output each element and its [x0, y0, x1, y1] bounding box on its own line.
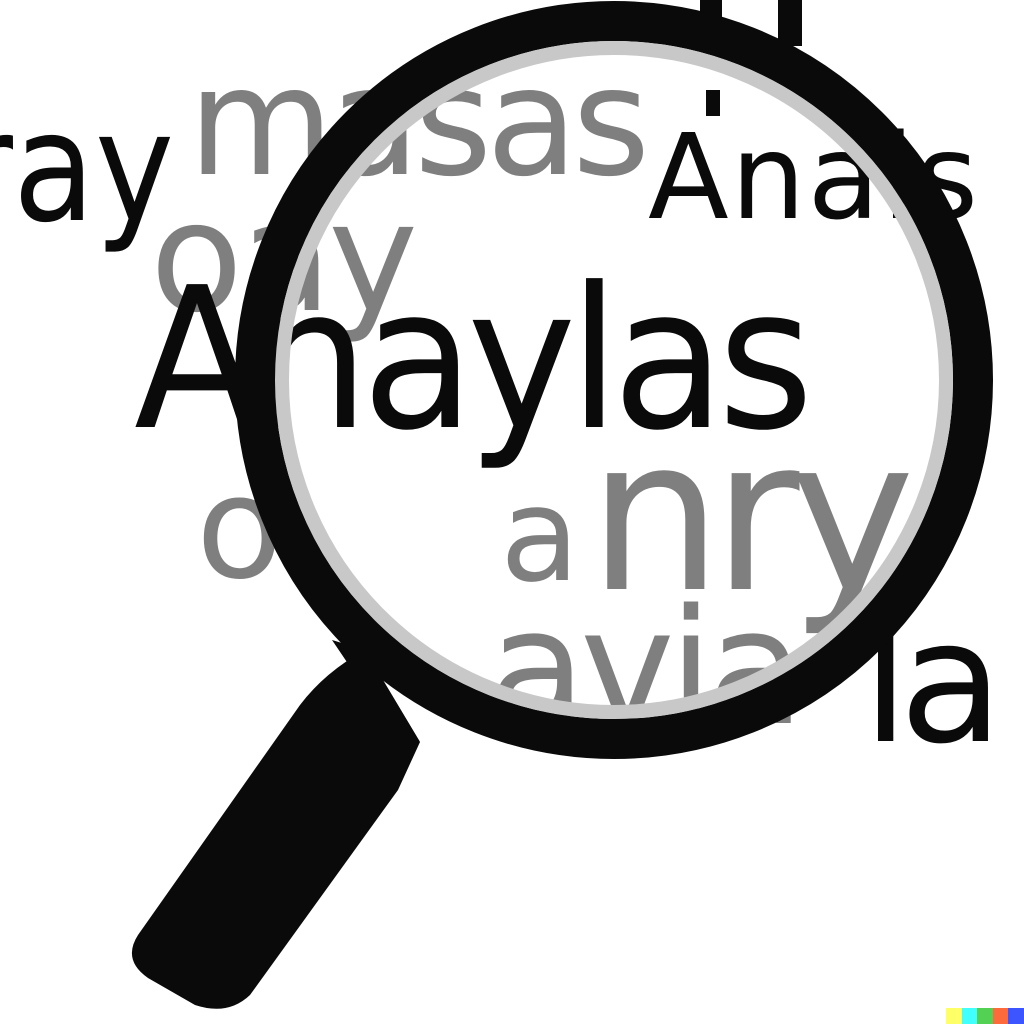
handle-collar: [332, 640, 420, 742]
top-mark-small: [706, 90, 720, 116]
lens-inner-ring: [275, 41, 953, 719]
strip-cell-green: [977, 1008, 993, 1024]
strip-cell-orange: [992, 1008, 1009, 1024]
top-mark-right: [778, 0, 802, 46]
word-ray: ray: [0, 79, 175, 256]
strip-cell-cyan: [961, 1008, 978, 1024]
word-nry: nry: [588, 392, 915, 639]
handle: [131, 650, 420, 1009]
strip-cell-yellow: [946, 1008, 962, 1024]
color-strip: [946, 1008, 1024, 1024]
strip-cell-blue: [1008, 1008, 1024, 1024]
lens-rim: [235, 1, 993, 759]
word-a: a: [500, 459, 580, 611]
